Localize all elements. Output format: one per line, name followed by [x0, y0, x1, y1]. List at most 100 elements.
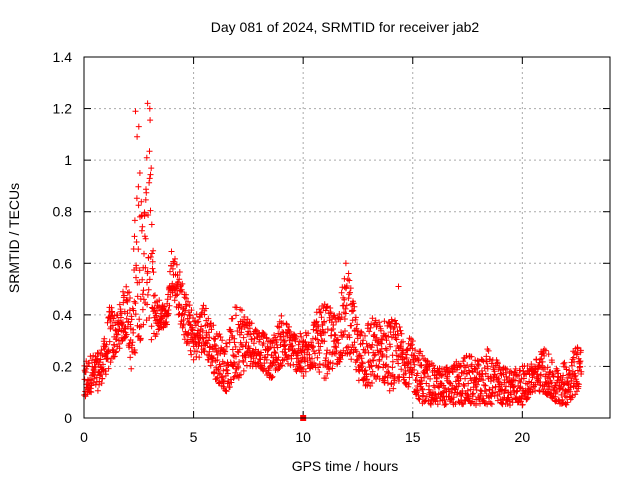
data-point — [135, 202, 142, 209]
y-tick-label: 1.2 — [53, 101, 73, 117]
data-point — [419, 385, 425, 392]
data-point — [134, 293, 141, 300]
data-point — [503, 373, 510, 380]
data-point — [444, 373, 451, 380]
data-point — [322, 357, 329, 364]
data-point — [392, 331, 399, 338]
data-point — [310, 343, 317, 350]
data-point — [96, 359, 103, 366]
data-point — [427, 375, 434, 382]
data-point — [309, 344, 316, 351]
data-point — [395, 360, 402, 367]
data-point — [261, 360, 268, 367]
data-point — [315, 347, 322, 354]
data-point — [99, 375, 106, 382]
data-point — [131, 217, 138, 224]
data-point — [571, 358, 578, 365]
data-point — [141, 250, 147, 257]
data-point — [250, 340, 257, 347]
data-point — [389, 358, 396, 365]
data-point — [240, 359, 247, 365]
data-point — [164, 321, 170, 328]
data-point — [488, 360, 495, 367]
data-point — [332, 343, 339, 350]
data-point — [517, 379, 524, 386]
chart-title: Day 081 of 2024, SRMTID for receiver jab… — [211, 19, 480, 35]
data-point — [387, 329, 394, 336]
data-point — [569, 362, 575, 369]
data-point — [426, 363, 433, 370]
data-point — [387, 343, 394, 350]
data-point — [504, 366, 511, 373]
data-point — [346, 277, 353, 284]
data-point — [112, 349, 119, 356]
data-point — [142, 196, 149, 203]
data-point — [529, 374, 536, 381]
data-point — [124, 298, 131, 305]
data-point — [233, 312, 239, 319]
data-point — [132, 300, 139, 307]
data-point — [420, 390, 427, 397]
data-point — [238, 326, 245, 332]
data-point — [145, 212, 152, 218]
data-point — [127, 295, 133, 301]
data-point — [176, 276, 183, 283]
data-point — [387, 322, 394, 329]
data-point — [510, 384, 516, 391]
data-point — [88, 389, 95, 396]
data-point — [419, 386, 426, 393]
y-tick-label: 1.4 — [53, 49, 73, 65]
data-point — [345, 344, 352, 351]
data-point — [104, 355, 111, 362]
data-point — [156, 297, 163, 304]
data-point — [302, 339, 309, 345]
data-point — [229, 346, 236, 353]
data-point — [224, 367, 231, 374]
data-point — [189, 327, 196, 334]
data-point — [343, 283, 350, 289]
data-point — [573, 388, 580, 395]
data-point — [424, 367, 431, 373]
data-point — [276, 324, 283, 331]
data-point — [350, 307, 357, 314]
data-point — [341, 316, 348, 322]
data-point — [133, 265, 140, 271]
data-point — [245, 328, 252, 335]
x-tick-label: 5 — [190, 429, 198, 445]
data-point — [348, 322, 355, 329]
data-point — [135, 246, 142, 253]
data-point — [366, 328, 373, 335]
data-point — [123, 331, 130, 338]
data-point — [136, 316, 143, 323]
data-point — [88, 382, 95, 389]
data-point — [237, 371, 244, 378]
data-point — [309, 355, 315, 362]
data-point — [201, 311, 208, 318]
data-point — [282, 337, 288, 344]
data-point — [354, 356, 361, 363]
data-point — [139, 291, 146, 298]
data-point — [174, 272, 181, 279]
data-point — [348, 356, 355, 363]
data-point — [317, 309, 324, 315]
data-point — [129, 339, 136, 346]
data-point — [392, 317, 398, 324]
data-point — [470, 390, 477, 397]
data-point — [321, 318, 328, 325]
data-point — [352, 314, 359, 321]
data-point — [179, 280, 186, 287]
data-point — [234, 328, 241, 334]
data-point — [97, 356, 104, 363]
data-point — [381, 318, 388, 325]
data-point — [181, 311, 188, 318]
data-point — [98, 347, 105, 354]
data-point — [482, 382, 489, 389]
data-point — [396, 324, 403, 330]
data-point-extra — [146, 105, 153, 112]
data-point — [233, 304, 240, 311]
data-point — [405, 383, 412, 390]
data-point — [124, 310, 131, 317]
data-point — [175, 279, 182, 286]
data-point — [133, 274, 139, 281]
data-point — [105, 348, 111, 355]
